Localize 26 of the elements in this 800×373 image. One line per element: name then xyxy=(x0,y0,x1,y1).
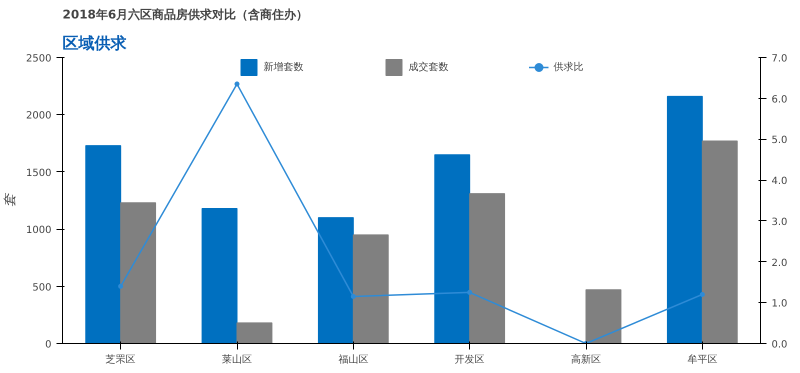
chart-title: 2018年6月六区商品房供求对比（含商住办） xyxy=(62,8,308,22)
x-tick-label: 莱山区 xyxy=(222,354,252,366)
y2-tick-label: 1.0 xyxy=(772,298,788,310)
y2-tick-label: 3.0 xyxy=(772,216,788,228)
x-tick-label: 福山区 xyxy=(338,354,368,366)
legend-label: 新增套数 xyxy=(264,60,304,74)
x-tick-label: 开发区 xyxy=(454,354,485,366)
y2-tick-label: 6.0 xyxy=(772,94,788,106)
y2-tick-label: 0.0 xyxy=(772,340,788,350)
x-tick-label: 芝罘区 xyxy=(106,354,136,366)
legend-label: 成交套数 xyxy=(408,60,448,74)
y-axis-title: 套 xyxy=(3,192,18,207)
y2-tick-label: 5.0 xyxy=(772,135,788,146)
y2-tick-label: 2.0 xyxy=(772,258,788,269)
x-tick-label: 高新区 xyxy=(571,354,601,366)
y-tick-label: 1000 xyxy=(26,225,52,236)
y2-tick-label: 4.0 xyxy=(772,176,788,188)
y-tick-label: 1500 xyxy=(26,168,52,179)
y2-tick-label: 7.0 xyxy=(772,54,788,64)
y-tick-label: 0 xyxy=(45,340,52,350)
text: 区域供求 xyxy=(62,34,128,52)
y-tick-label: 2500 xyxy=(26,54,52,64)
legend-label: 供求比 xyxy=(554,60,584,74)
x-tick-label: 牟平区 xyxy=(687,354,718,366)
y-tick-label: 500 xyxy=(32,282,52,294)
y-tick-label: 2000 xyxy=(26,110,52,122)
